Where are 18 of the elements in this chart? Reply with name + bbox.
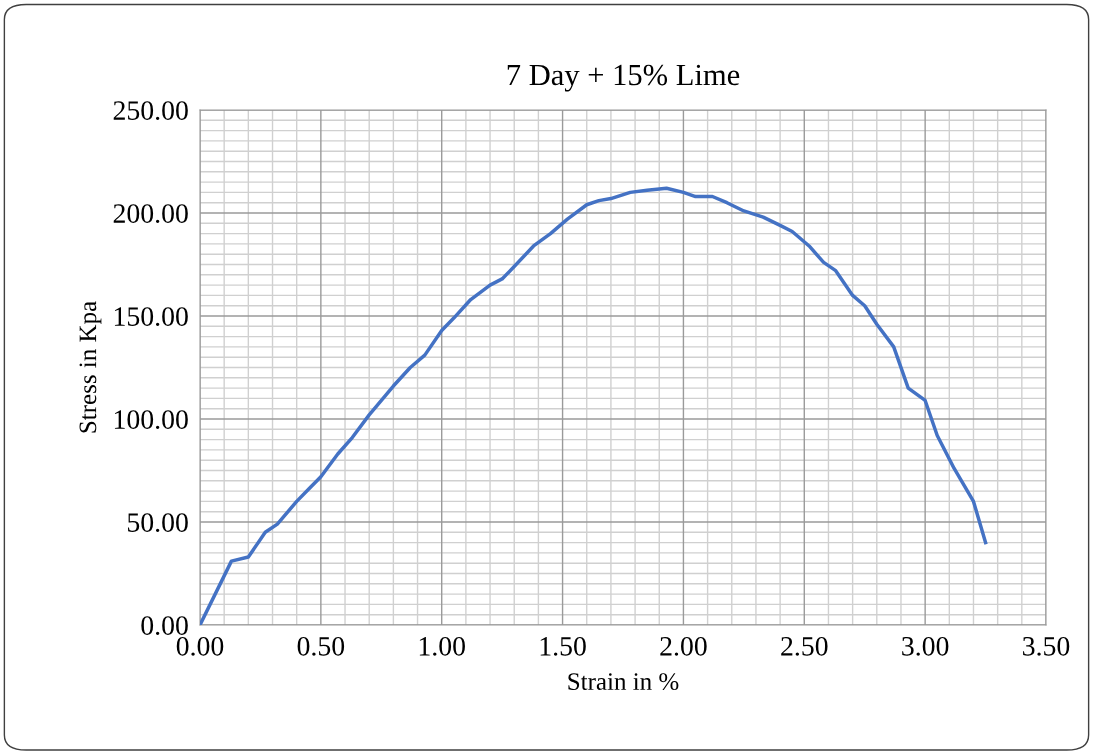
x-tick-label: 2.50 [781,636,828,656]
x-tick-label: 3.50 [1023,636,1070,656]
x-tick-label: 0.50 [297,636,345,656]
x-tick-label: 2.00 [660,636,707,656]
x-tick-label: 1.50 [540,636,586,656]
line-series [200,186,988,625]
x-tick-label: 1.00 [419,636,465,656]
y-tick-label: 100.00 [114,410,188,430]
y-tick-label: 0.00 [141,616,188,636]
y-tick-label: 50.00 [128,513,188,533]
y-tick-label: 200.00 [113,204,188,224]
x-axis-title: Strain in % [568,673,679,691]
x-tick-label: 0.00 [176,636,224,656]
y-axis-title: Stress in Kpa [79,301,102,433]
x-tick-label: 3.00 [902,636,949,656]
y-tick-label: 150.00 [114,307,188,327]
chart-title: 7 Day + 15% Lime [507,64,740,92]
y-tick-label: 250.00 [113,101,188,121]
